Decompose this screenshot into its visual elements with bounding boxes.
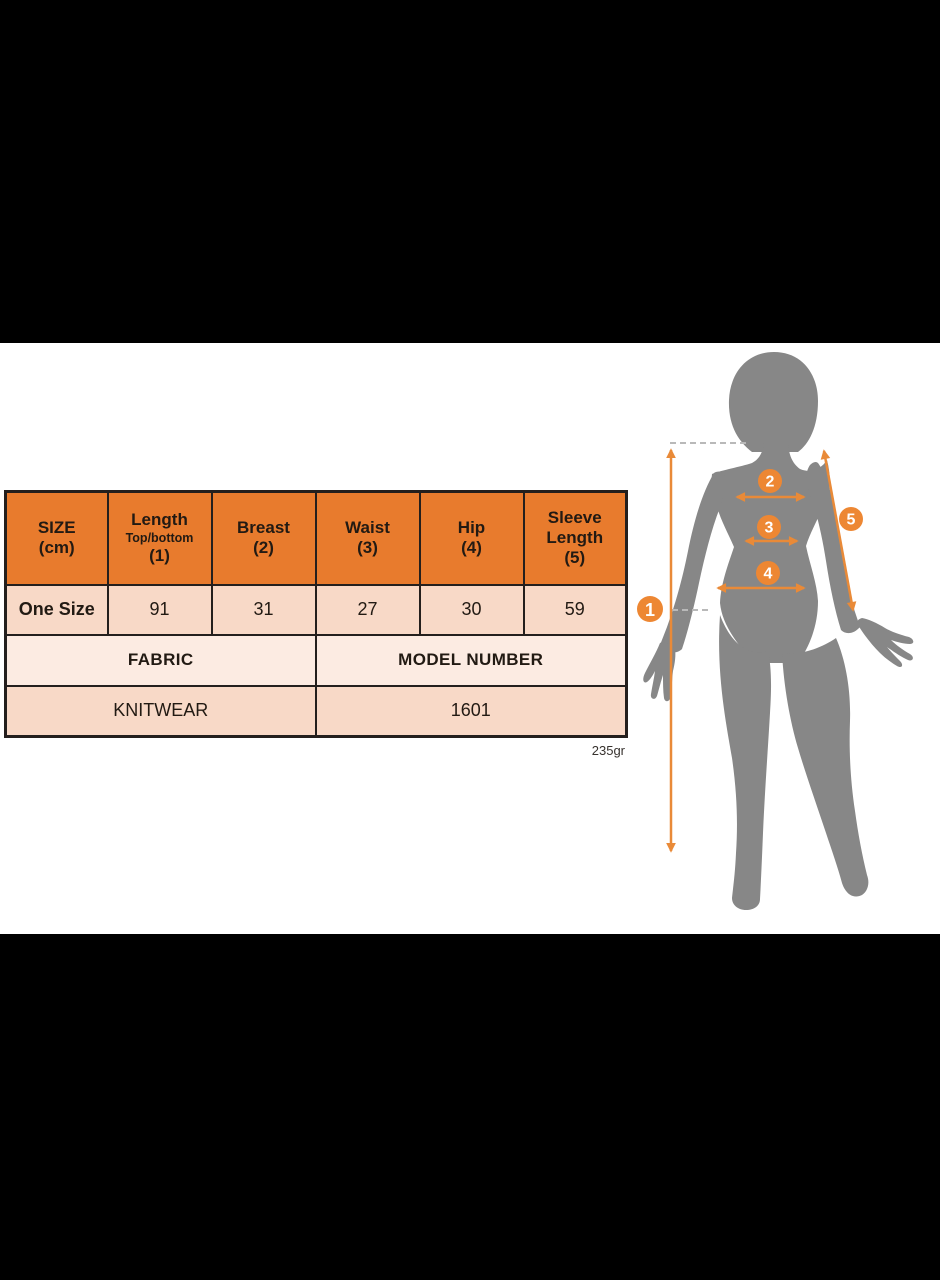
cell-hip-value: 30 bbox=[418, 583, 525, 636]
header-text: Hip bbox=[457, 517, 486, 537]
header-cell-size: SIZE (cm) bbox=[4, 490, 109, 586]
header-text: Length bbox=[131, 510, 188, 530]
header-text: Sleeve bbox=[547, 507, 602, 527]
header-text: SIZE bbox=[37, 517, 76, 537]
weight-note: 235gr bbox=[591, 743, 625, 758]
marker-number-1: 1 bbox=[645, 600, 655, 620]
letterbox-bottom bbox=[0, 934, 940, 1280]
header-text: (1) bbox=[149, 545, 170, 565]
header-text: Waist bbox=[345, 517, 390, 537]
marker-circle-1 bbox=[637, 596, 663, 622]
marker-number-5: 5 bbox=[847, 512, 856, 529]
marker-number-2: 2 bbox=[766, 474, 775, 491]
measurement-markers: 1 2 3 4 5 bbox=[637, 469, 863, 622]
marker-circle-5 bbox=[839, 507, 863, 531]
cell-length-value: 91 bbox=[106, 583, 213, 636]
header-text: (5) bbox=[564, 548, 586, 568]
cell-size-label: One Size bbox=[4, 583, 109, 636]
body-measurement-figure: 1 2 3 4 5 bbox=[637, 352, 914, 910]
header-text-small: Top/bottom bbox=[125, 530, 194, 545]
header-text: Breast bbox=[237, 517, 290, 537]
fabric-label-cell: FABRIC bbox=[4, 633, 317, 687]
header-cell-breast: Breast (2) bbox=[210, 490, 317, 586]
model-number-value-cell: 1601 bbox=[314, 684, 628, 738]
header-text: (4) bbox=[461, 538, 482, 558]
header-text: (cm) bbox=[38, 538, 75, 558]
cell-sleeve-value: 59 bbox=[522, 583, 628, 636]
header-cell-length: Length Top/bottom (1) bbox=[106, 490, 213, 586]
header-text: Length bbox=[546, 528, 604, 548]
header-cell-sleeve-length: Sleeve Length (5) bbox=[522, 490, 628, 586]
cell-breast-value: 31 bbox=[210, 583, 317, 636]
table-label-row: FABRIC MODEL NUMBER bbox=[4, 633, 628, 687]
size-table: SIZE (cm) Length Top/bottom (1) Breast (… bbox=[4, 490, 628, 738]
size-chart-panel: SIZE (cm) Length Top/bottom (1) Breast (… bbox=[0, 343, 940, 934]
fabric-value-cell: KNITWEAR bbox=[4, 684, 317, 738]
marker-circle-2 bbox=[758, 469, 782, 493]
female-silhouette bbox=[643, 352, 914, 910]
marker-circle-3 bbox=[757, 515, 781, 539]
letterbox-top bbox=[0, 0, 940, 343]
cell-waist-value: 27 bbox=[314, 583, 421, 636]
silhouette-right-leg bbox=[782, 638, 869, 897]
table-size-row: One Size 91 31 27 30 59 bbox=[4, 583, 628, 636]
marker-number-3: 3 bbox=[765, 520, 774, 537]
header-text: (2) bbox=[253, 538, 274, 558]
marker-circle-4 bbox=[756, 561, 780, 585]
sleeve-arrow-5 bbox=[820, 449, 857, 612]
table-value-row: KNITWEAR 1601 bbox=[4, 684, 628, 738]
silhouette-head bbox=[728, 352, 818, 452]
table-header-row: SIZE (cm) Length Top/bottom (1) Breast (… bbox=[4, 490, 628, 586]
silhouette-left-arm bbox=[660, 471, 725, 653]
header-cell-waist: Waist (3) bbox=[314, 490, 421, 586]
silhouette-right-hand bbox=[857, 618, 914, 668]
header-text: (3) bbox=[357, 538, 378, 558]
header-cell-hip: Hip (4) bbox=[418, 490, 525, 586]
model-number-label-cell: MODEL NUMBER bbox=[314, 633, 628, 687]
marker-number-4: 4 bbox=[764, 566, 773, 583]
silhouette-left-leg bbox=[719, 615, 772, 910]
